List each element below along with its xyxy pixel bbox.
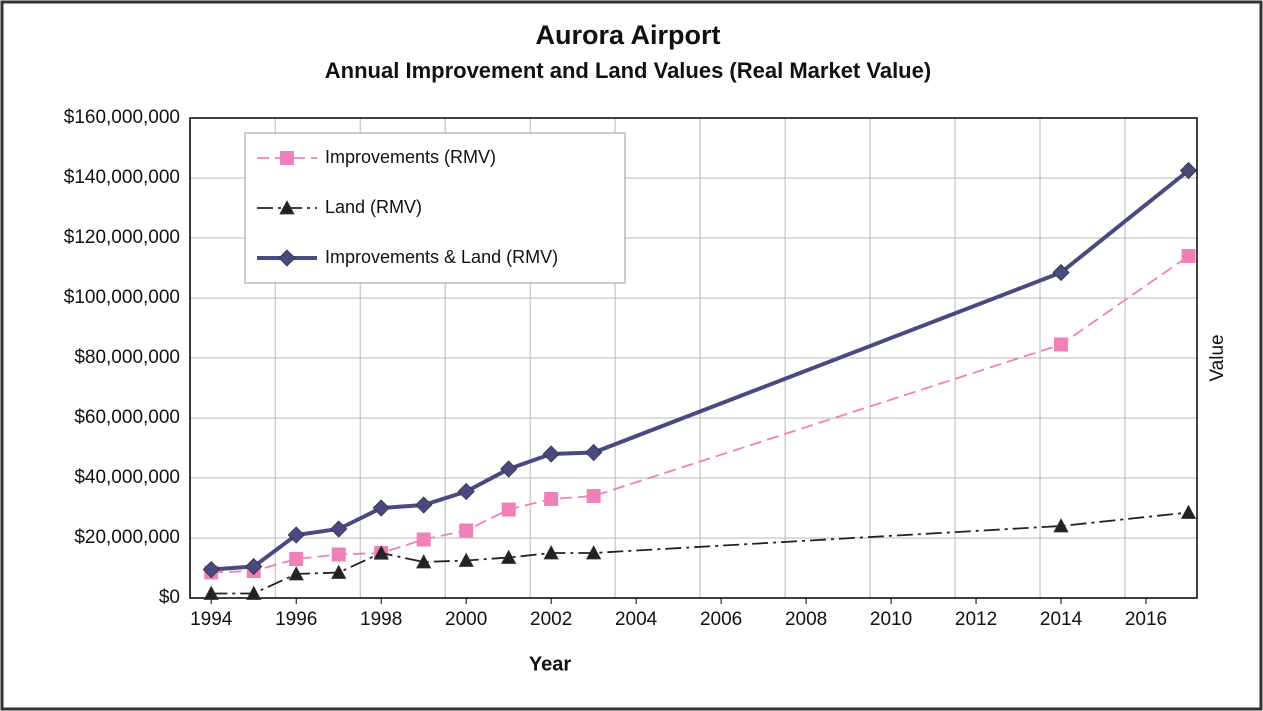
y-tick-label: $60,000,000	[74, 407, 180, 428]
marker	[1052, 263, 1070, 282]
marker	[288, 566, 304, 581]
marker	[501, 502, 516, 517]
x-tick-label: 2010	[870, 609, 912, 630]
marker	[415, 496, 433, 514]
marker	[586, 489, 601, 503]
marker	[331, 564, 347, 579]
marker	[458, 552, 474, 567]
plot-area	[189, 117, 1198, 599]
x-axis-label: Year	[529, 653, 571, 675]
x-tick-label: 2008	[785, 609, 827, 630]
y-tick-label: $160,000,000	[64, 107, 180, 128]
x-tick-label: 2016	[1125, 609, 1167, 630]
marker	[202, 560, 220, 579]
marker	[585, 443, 603, 462]
legend-label: Land (RMV)	[325, 197, 422, 217]
marker	[289, 552, 304, 566]
marker	[501, 549, 517, 564]
y-tick-label: $0	[159, 587, 180, 608]
marker	[287, 526, 305, 544]
legend: Improvements (RMV) Land (RMV) Improvements…	[244, 132, 626, 284]
marker	[245, 557, 263, 576]
legend-label: Improvements (RMV)	[325, 147, 496, 167]
marker	[246, 585, 262, 600]
series-line	[211, 255, 1190, 574]
series-line	[211, 168, 1190, 572]
marker	[500, 460, 518, 478]
marker	[1181, 249, 1196, 263]
marker	[373, 545, 389, 560]
legend-label: Improvements & Land (RMV)	[325, 247, 558, 267]
marker	[1054, 337, 1069, 352]
x-tick-label: 1998	[360, 609, 402, 630]
chart-subtitle: Annual Improvement and Land Values (Real…	[325, 58, 931, 83]
x-tick-label: 2004	[615, 609, 658, 630]
y-tick-label: $140,000,000	[64, 167, 180, 188]
x-tick-label: 2012	[955, 609, 997, 630]
marker	[457, 482, 475, 501]
x-tick-label: 2000	[445, 609, 487, 630]
marker	[1053, 518, 1069, 533]
marker	[416, 532, 431, 547]
marker	[280, 151, 294, 165]
marker	[1180, 504, 1197, 519]
marker	[459, 523, 474, 538]
x-tick-label: 2014	[1040, 609, 1083, 630]
marker	[372, 499, 390, 517]
marker	[331, 547, 346, 562]
chart-title: Aurora Airport	[535, 20, 720, 50]
marker	[543, 545, 559, 560]
marker	[542, 445, 560, 463]
marker	[544, 492, 559, 506]
y-tick-label: $80,000,000	[74, 347, 180, 368]
y-tick-label: $120,000,000	[64, 227, 180, 248]
y-axis-label: Value	[1207, 334, 1228, 381]
marker	[585, 545, 602, 560]
y-tick-label: $40,000,000	[74, 467, 180, 488]
x-tick-label: 2006	[700, 609, 742, 630]
y-tick-label: $100,000,000	[64, 287, 180, 308]
x-tick-label: 2002	[530, 609, 572, 630]
series-line	[211, 511, 1189, 595]
x-tick-label: 1994	[190, 609, 233, 630]
marker	[330, 520, 348, 538]
marker	[416, 554, 432, 569]
marker	[278, 249, 296, 267]
marker	[203, 585, 219, 600]
marker	[1179, 161, 1198, 180]
marker	[279, 200, 295, 215]
x-tick-label: 1996	[275, 609, 317, 630]
y-tick-label: $20,000,000	[74, 527, 180, 548]
